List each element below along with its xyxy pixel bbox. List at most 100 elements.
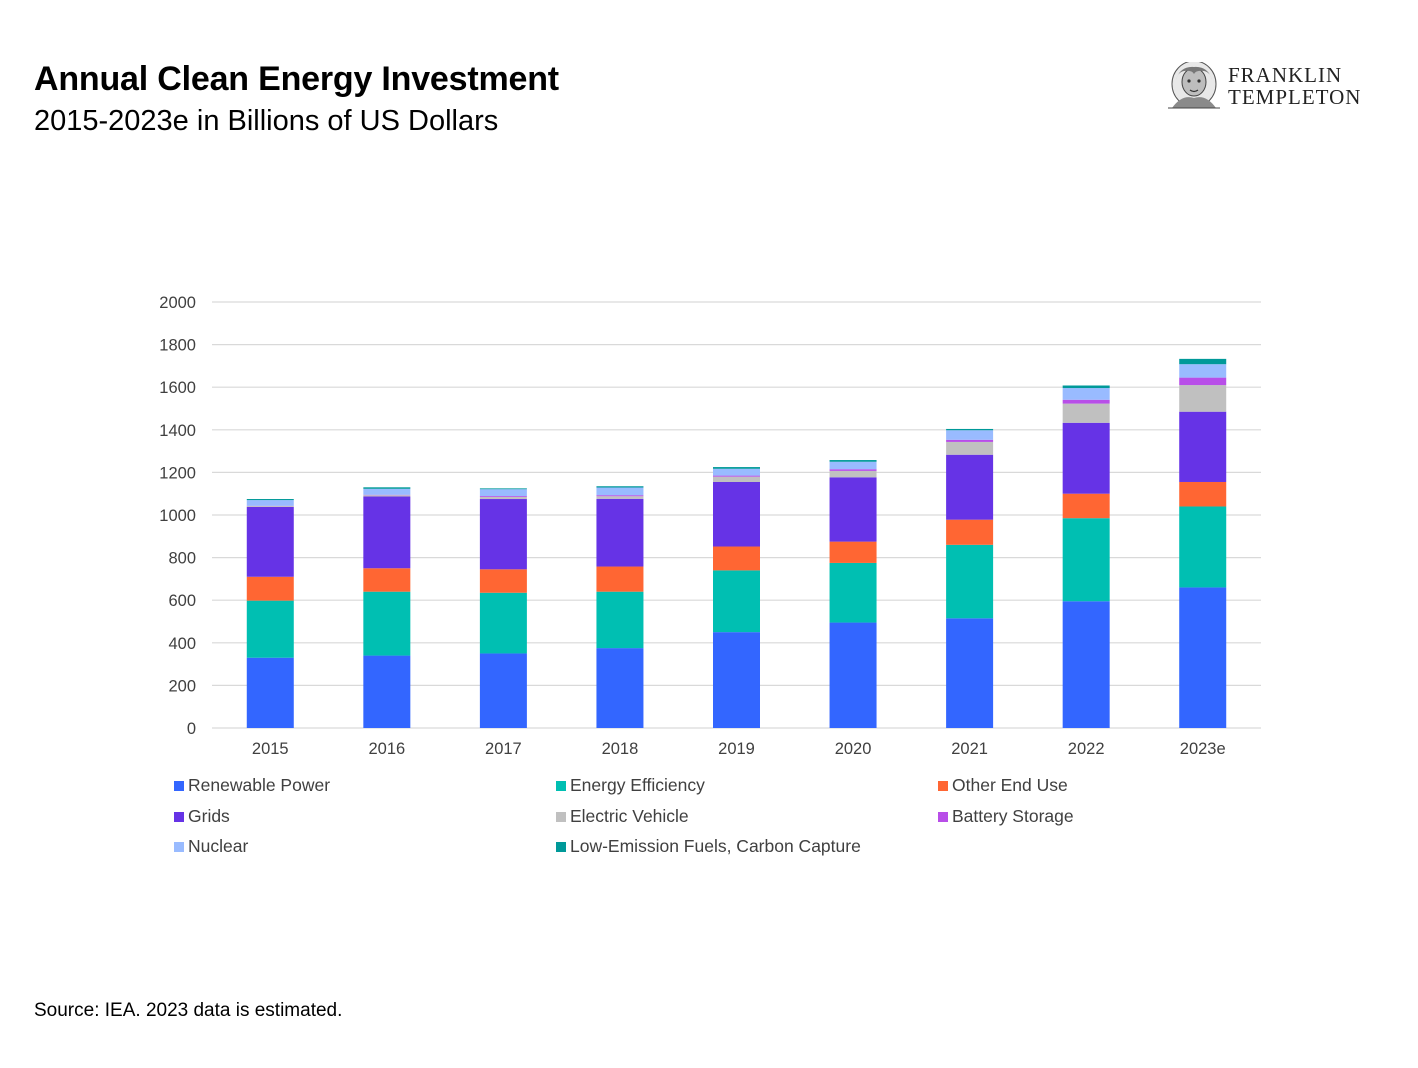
legend-item: Electric Vehicle xyxy=(556,806,689,827)
x-tick-label: 2021 xyxy=(951,740,988,758)
y-tick-label: 400 xyxy=(168,635,196,653)
bar-segment-other-end-use xyxy=(829,541,877,563)
y-tick-label: 1400 xyxy=(159,422,196,440)
y-tick-label: 1600 xyxy=(159,379,196,397)
bar-segment-electric-vehicle xyxy=(829,470,877,478)
legend-label: Renewable Power xyxy=(188,775,331,795)
y-tick-label: 600 xyxy=(168,592,196,610)
bar-segment-other-end-use xyxy=(713,546,760,571)
bar-segment-electric-vehicle xyxy=(1179,385,1227,412)
bar-segment-low-emission-fuels-carbon-capture xyxy=(1179,358,1227,365)
x-tick-label: 2015 xyxy=(252,740,289,758)
x-tick-label: 2018 xyxy=(602,740,639,758)
bar-segment-renewable-power xyxy=(596,648,644,728)
bar-segment-grids xyxy=(946,454,994,520)
legend-swatch xyxy=(938,811,948,822)
bar-segment-nuclear xyxy=(1179,364,1227,378)
bar-segment-other-end-use xyxy=(1062,493,1110,519)
bar-segment-energy-efficiency xyxy=(946,544,994,619)
logo-line-1: FRANKLIN xyxy=(1228,63,1343,87)
bar-segment-low-emission-fuels-carbon-capture xyxy=(713,467,760,469)
legend-swatch xyxy=(556,841,566,852)
legend-swatch xyxy=(938,780,948,791)
bar-segment-battery-storage xyxy=(829,469,877,471)
legend-swatch xyxy=(556,811,566,822)
bar-segment-other-end-use xyxy=(946,519,994,545)
bar-segment-electric-vehicle xyxy=(713,476,760,482)
legend-label: Battery Storage xyxy=(952,806,1074,826)
bar-segment-low-emission-fuels-carbon-capture xyxy=(829,460,877,462)
bar-segment-other-end-use xyxy=(1179,481,1227,507)
bar-segment-energy-efficiency xyxy=(1179,506,1227,588)
legend-item: Battery Storage xyxy=(938,806,1074,827)
legend-item: Renewable Power xyxy=(174,775,330,796)
y-tick-label: 1800 xyxy=(159,337,196,355)
bar-segment-renewable-power xyxy=(829,622,877,728)
bar-segment-low-emission-fuels-carbon-capture xyxy=(363,487,411,489)
bar-segment-renewable-power xyxy=(1179,587,1227,728)
bar-segment-nuclear xyxy=(363,488,411,495)
bar-segment-energy-efficiency xyxy=(363,591,411,656)
bar-segment-grids xyxy=(1062,422,1110,494)
bar-segment-nuclear xyxy=(479,489,527,497)
bar-segment-renewable-power xyxy=(946,618,994,728)
legend-swatch xyxy=(174,841,184,852)
legend-label: Other End Use xyxy=(952,775,1068,795)
bar-segment-low-emission-fuels-carbon-capture xyxy=(1062,385,1110,389)
bar-segment-nuclear xyxy=(946,430,994,440)
bar-segment-low-emission-fuels-carbon-capture xyxy=(479,488,527,490)
bar-segment-low-emission-fuels-carbon-capture xyxy=(596,486,644,488)
x-tick-label: 2019 xyxy=(718,740,755,758)
legend-item: Energy Efficiency xyxy=(556,775,705,796)
bar-segment-nuclear xyxy=(596,487,644,496)
bar-segment-grids xyxy=(246,506,294,577)
y-tick-label: 1200 xyxy=(159,464,196,482)
bar-segment-grids xyxy=(363,496,411,569)
franklin-templeton-logo: FRANKLIN TEMPLETON xyxy=(1166,60,1391,112)
bar-segment-nuclear xyxy=(246,500,294,506)
bar-segment-electric-vehicle xyxy=(1062,403,1110,423)
logo-wordmark: FRANKLIN TEMPLETON xyxy=(1228,64,1361,108)
x-tick-label: 2016 xyxy=(368,740,405,758)
bar-segment-other-end-use xyxy=(596,566,644,592)
legend-label: Energy Efficiency xyxy=(570,775,705,795)
bar-segment-grids xyxy=(596,498,644,567)
bar-segment-energy-efficiency xyxy=(829,562,877,623)
source-note: Source: IEA. 2023 data is estimated. xyxy=(34,1000,343,1021)
logo-line-2: TEMPLETON xyxy=(1228,85,1362,109)
legend-item: Other End Use xyxy=(938,775,1068,796)
y-tick-label: 800 xyxy=(168,550,196,568)
bar-segment-nuclear xyxy=(829,461,877,470)
bar-segment-electric-vehicle xyxy=(596,496,644,499)
y-tick-label: 1000 xyxy=(159,507,196,525)
legend-swatch xyxy=(556,780,566,791)
bar-segment-renewable-power xyxy=(1062,601,1110,728)
bar-segment-grids xyxy=(479,499,527,570)
bar-segment-battery-storage xyxy=(1179,377,1227,386)
bar-segment-other-end-use xyxy=(363,568,411,592)
bar-segment-electric-vehicle xyxy=(246,506,294,507)
y-tick-label: 200 xyxy=(168,677,196,695)
bar-segment-other-end-use xyxy=(479,569,527,593)
bar-segment-battery-storage xyxy=(596,495,644,497)
bar-segment-grids xyxy=(713,481,760,547)
legend-item: Nuclear xyxy=(174,836,248,857)
bar-segment-battery-storage xyxy=(946,439,994,442)
legend-label: Grids xyxy=(188,806,230,826)
x-tick-label: 2017 xyxy=(485,740,522,758)
x-tick-label: 2020 xyxy=(835,740,872,758)
bar-segment-renewable-power xyxy=(713,632,760,728)
x-tick-label: 2022 xyxy=(1068,740,1105,758)
bar-segment-energy-efficiency xyxy=(246,600,294,658)
bar-segment-battery-storage xyxy=(479,496,527,497)
bar-segment-electric-vehicle xyxy=(363,495,411,497)
bar-segment-electric-vehicle xyxy=(946,441,994,455)
y-tick-label: 0 xyxy=(187,720,196,738)
legend-swatch xyxy=(174,811,184,822)
bar-segment-energy-efficiency xyxy=(479,592,527,654)
legend-item: Low-Emission Fuels, Carbon Capture xyxy=(556,836,861,857)
bar-segment-energy-efficiency xyxy=(1062,518,1110,602)
bar-segment-energy-efficiency xyxy=(713,570,760,633)
bar-segment-grids xyxy=(1179,411,1227,482)
